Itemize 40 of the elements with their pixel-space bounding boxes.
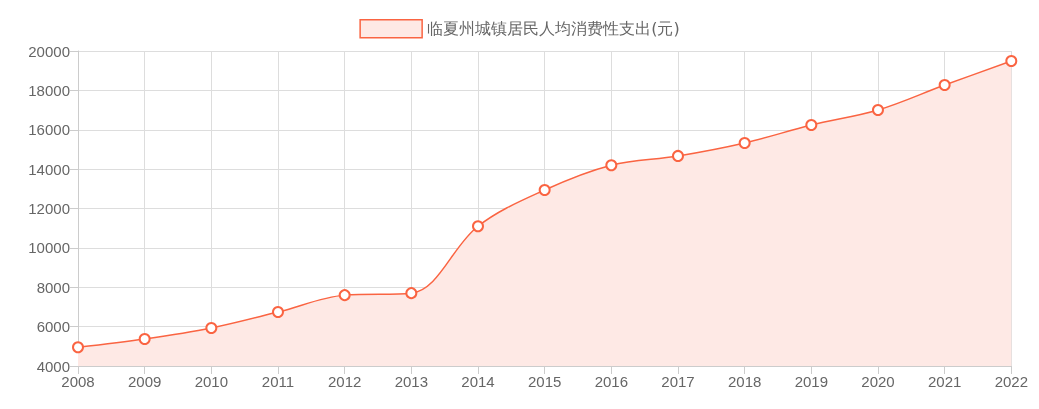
point: [1005, 55, 1018, 68]
point: [272, 306, 284, 319]
x-tick-label: 2021: [927, 373, 962, 390]
legend-label: 临夏州城镇居民人均消费性支出(元): [427, 19, 680, 39]
y-tick-label: 4000: [36, 357, 70, 375]
point: [805, 119, 818, 132]
y-tick-label: 8000: [36, 278, 70, 296]
x-tick-label: 2014: [461, 373, 495, 390]
point: [605, 159, 618, 172]
point: [405, 287, 418, 300]
x-tick-label: 2019: [794, 373, 829, 390]
point: [338, 289, 351, 302]
x-tick-label: 2015: [527, 373, 562, 390]
point: [938, 79, 951, 92]
y-tick-label: 14000: [28, 160, 70, 178]
x-tick-label: 2011: [261, 373, 295, 390]
x-tick-label: 2012: [327, 373, 362, 390]
point: [205, 322, 218, 334]
point: [72, 341, 84, 354]
point: [672, 149, 684, 162]
x-tick-label: 2016: [594, 373, 629, 390]
x-tick-label: 2013: [394, 373, 429, 390]
y-tick-label: 20000: [28, 42, 70, 60]
x-tick-label: 2010: [194, 373, 229, 390]
y-tick-label: 16000: [28, 121, 70, 139]
x-tick-label: 2008: [61, 373, 95, 390]
y-tick-label: 10000: [28, 239, 70, 257]
x-tick-label: 2020: [861, 373, 895, 390]
x-tick-label: 2018: [727, 373, 762, 390]
point: [538, 184, 551, 196]
point: [871, 104, 884, 117]
x-tick-label: 2022: [994, 373, 1028, 390]
y-tick-label: 6000: [36, 318, 70, 336]
y-tick-label: 12000: [28, 200, 70, 217]
y-tick-label: 18000: [28, 81, 70, 99]
point: [738, 136, 751, 149]
point: [138, 333, 151, 346]
x-tick-label: 2009: [127, 373, 162, 390]
x-tick-label: 2017: [661, 373, 695, 390]
point: [472, 220, 484, 233]
